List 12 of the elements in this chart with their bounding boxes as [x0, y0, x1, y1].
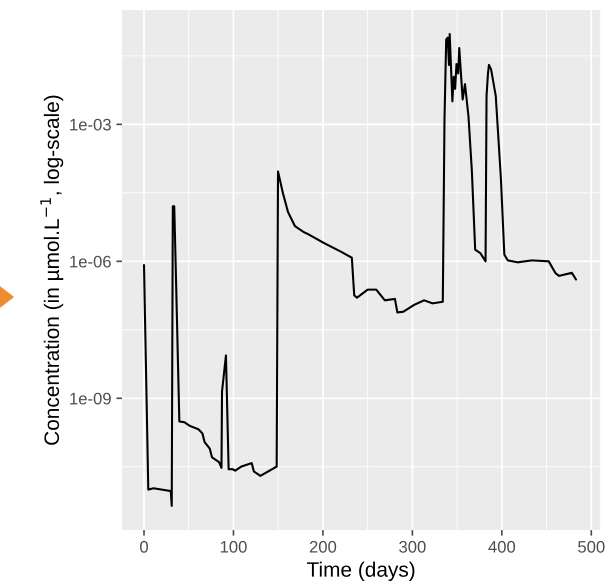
y-tick-label: 1e-06 [70, 256, 111, 268]
y-tick-label: 1e-09 [70, 392, 111, 404]
y-tick-label: 1e-03 [70, 118, 111, 131]
x-tick-label: 200 [310, 540, 336, 553]
x-tick-label: 300 [399, 540, 426, 553]
x-axis-title: Time (days) [307, 562, 414, 581]
x-tick-label: 0 [140, 540, 148, 553]
line-series [142, 33, 578, 507]
x-tick-label: 500 [578, 540, 605, 553]
x-tick-label: 400 [488, 540, 516, 553]
x-tick-label: 100 [220, 540, 247, 553]
y-axis-title: Concentration (in µmol.L$^{−1}$, log-scale) [40, 96, 64, 445]
